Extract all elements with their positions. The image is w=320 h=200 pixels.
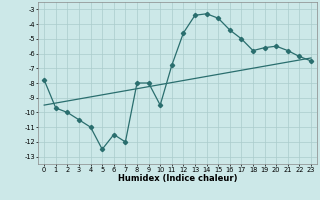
X-axis label: Humidex (Indice chaleur): Humidex (Indice chaleur) (118, 174, 237, 183)
